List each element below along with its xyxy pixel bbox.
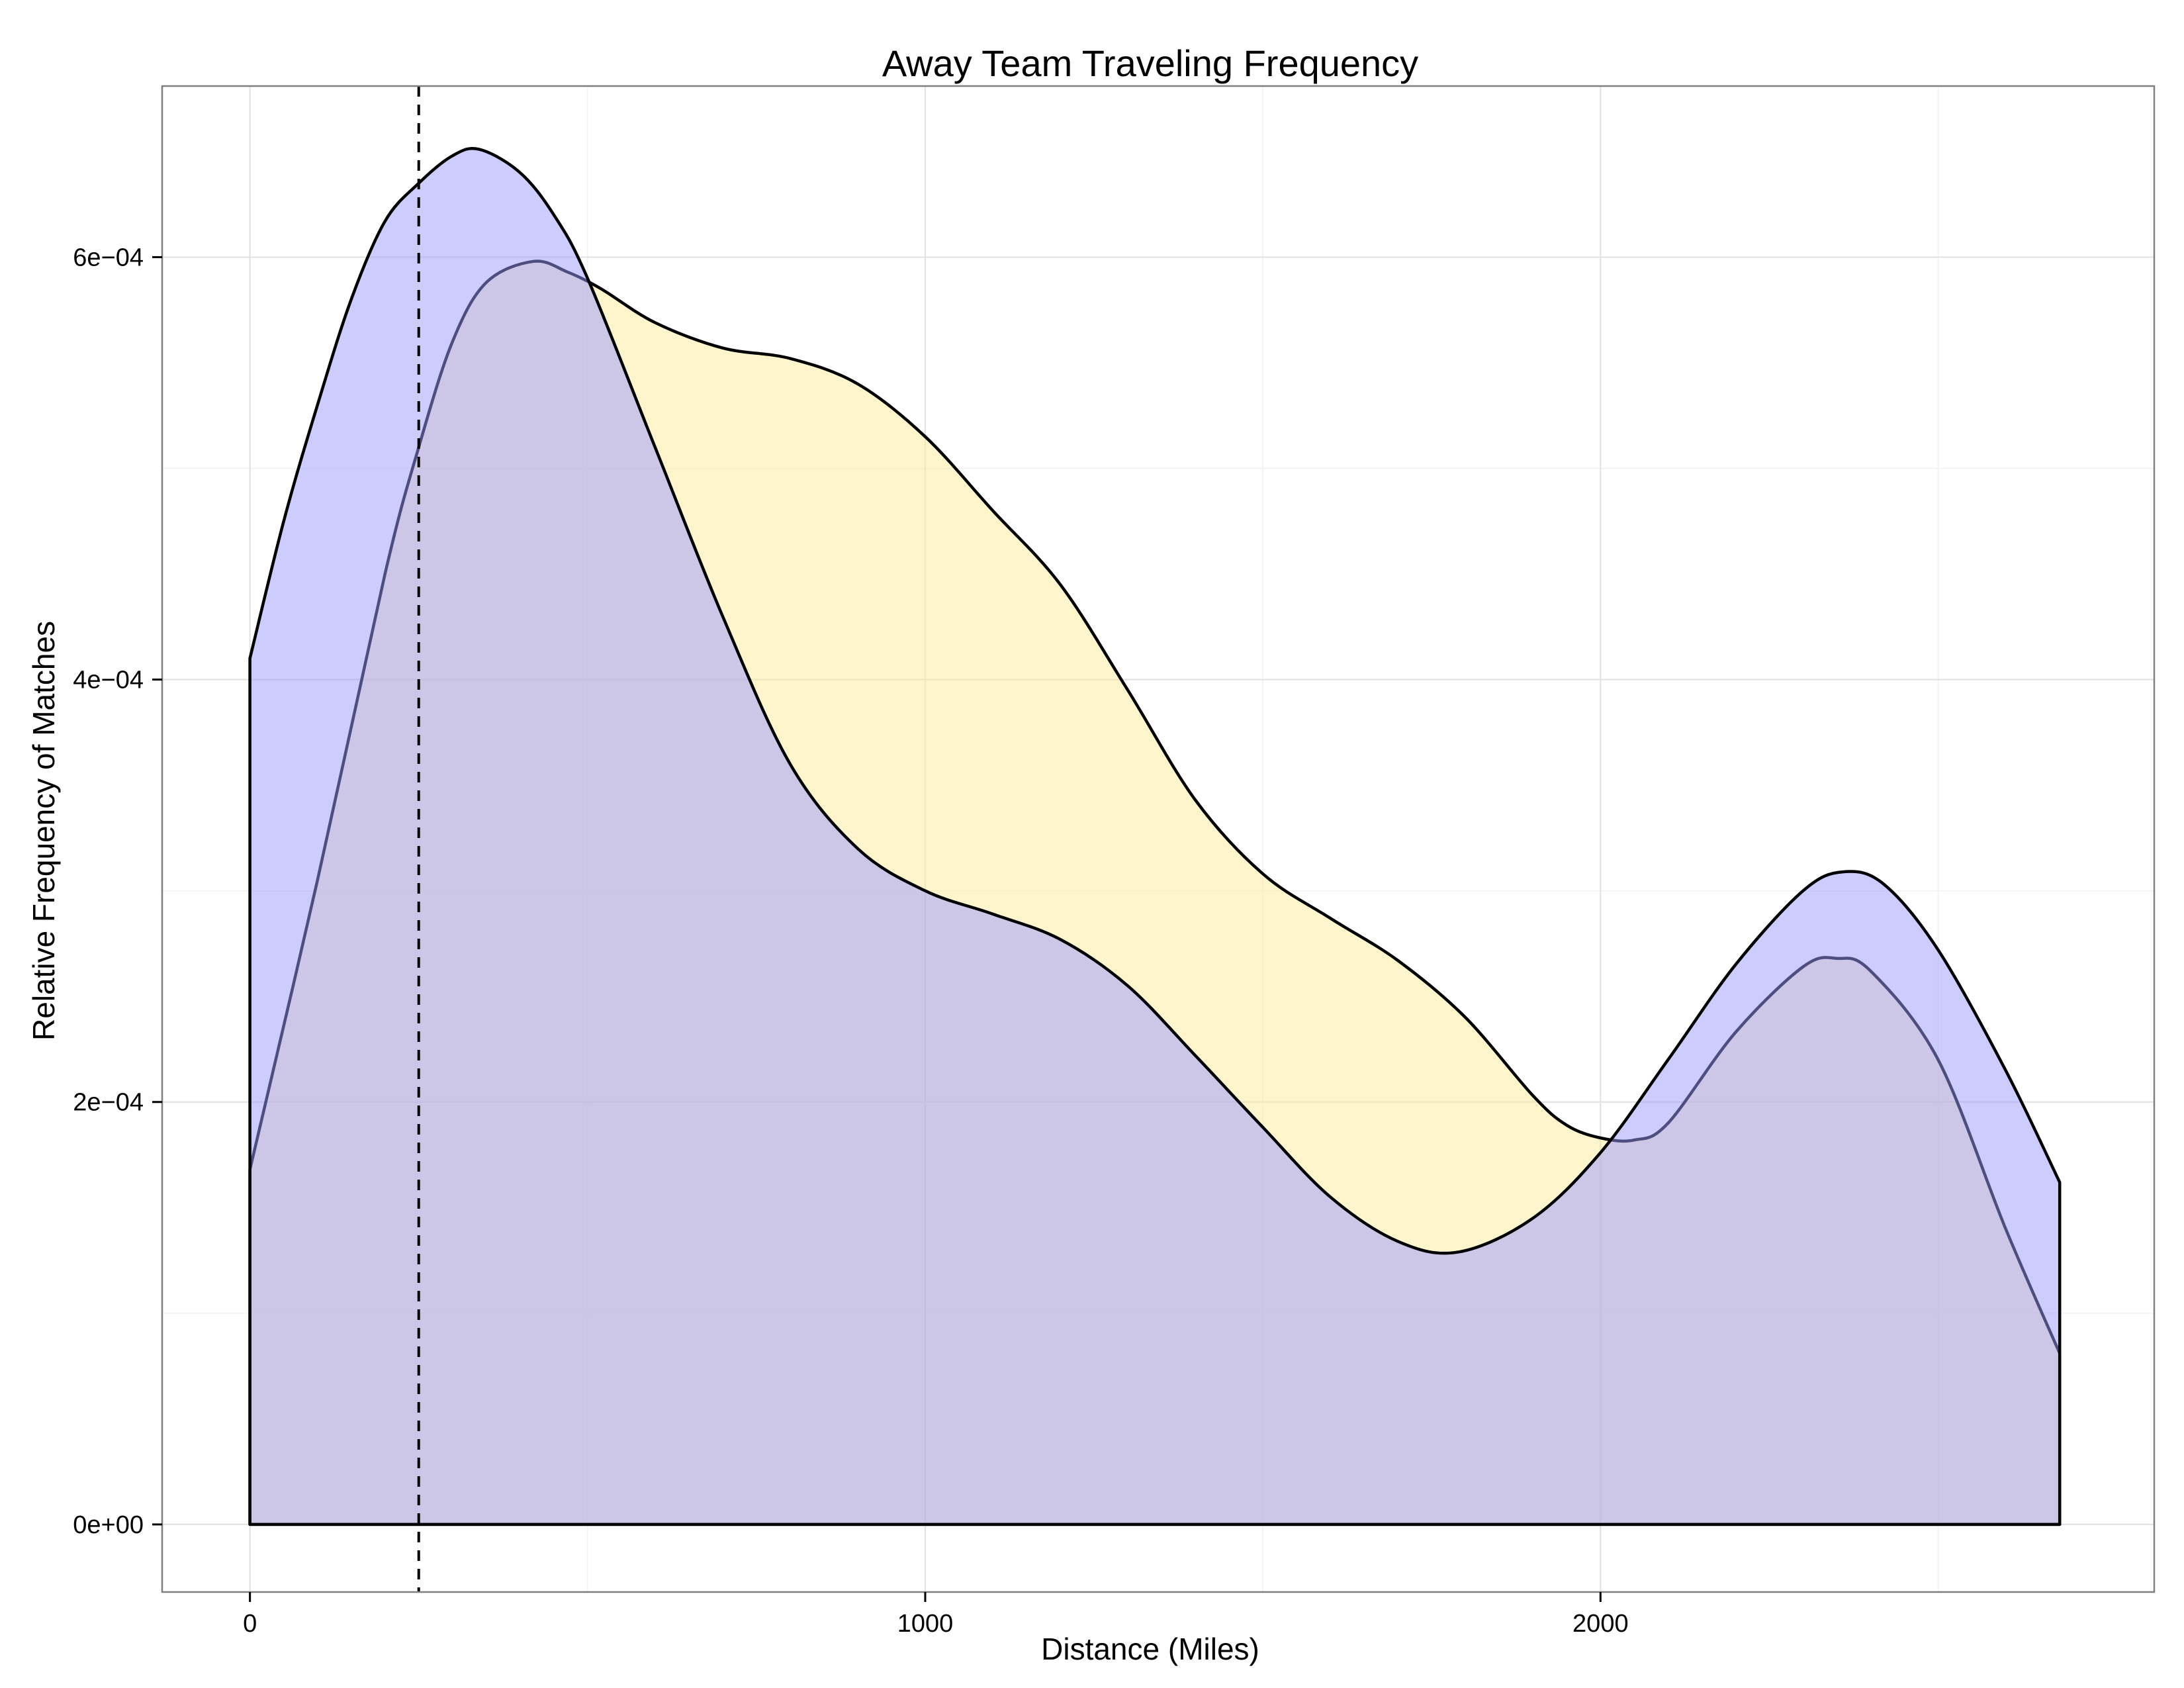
y-tick-label: 2e−04 — [73, 1089, 144, 1117]
y-tick-label: 4e−04 — [73, 667, 144, 694]
axes: 0 1000 2000 0e+00 2e−04 4e−04 6e−04 — [73, 244, 1628, 1638]
chart-title: Away Team Traveling Frequency — [882, 42, 1418, 84]
x-tick-label: 0 — [243, 1610, 257, 1638]
x-tick-label: 1000 — [897, 1610, 954, 1638]
y-tick-label: 0e+00 — [73, 1511, 144, 1539]
density-areas — [248, 146, 2062, 1526]
x-tick-label: 2000 — [1572, 1610, 1629, 1638]
panel-border — [161, 85, 2156, 1593]
y-axis-label: Relative Frequency of Matches — [26, 621, 61, 1041]
density-area-series-2 — [248, 146, 2062, 1526]
y-tick-label: 6e−04 — [73, 244, 144, 271]
x-axis-label: Distance (Miles) — [1041, 1632, 1259, 1666]
